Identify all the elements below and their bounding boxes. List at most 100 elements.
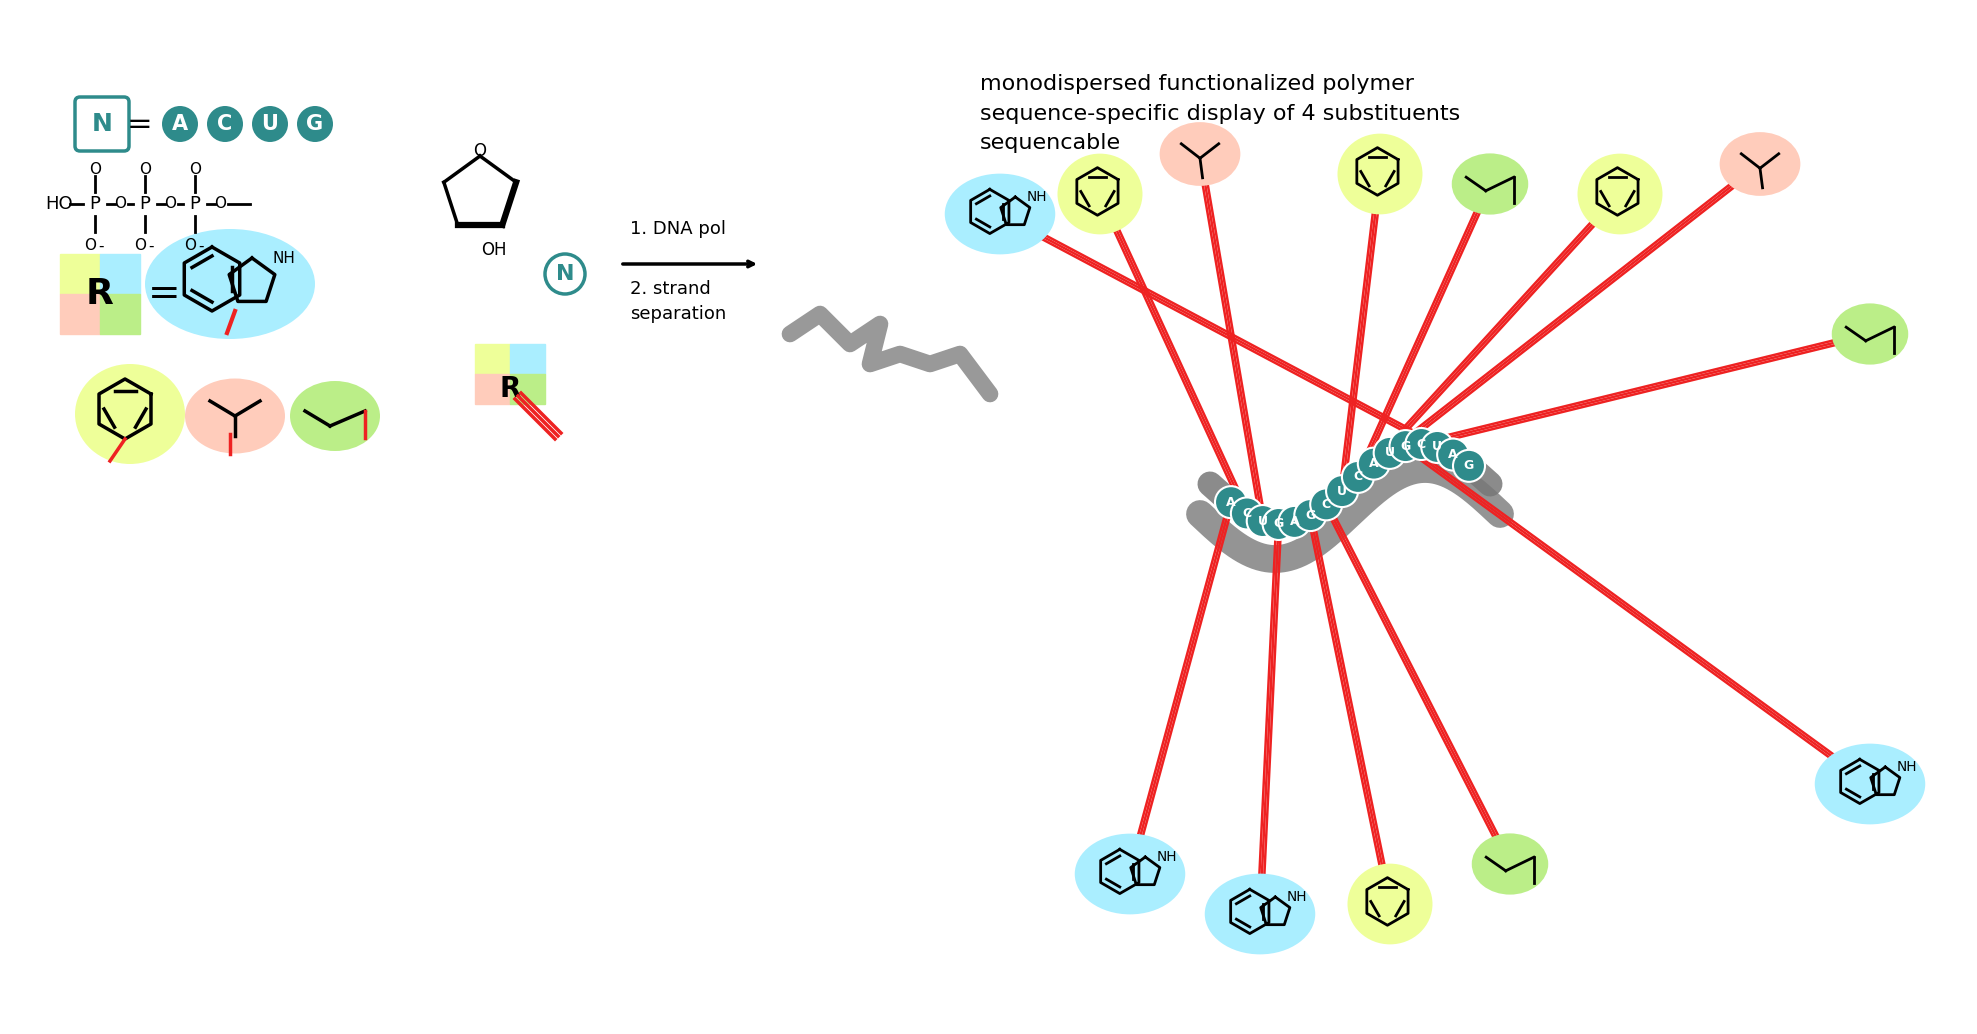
Text: C: C: [1418, 437, 1425, 451]
Circle shape: [1232, 497, 1263, 529]
Text: O: O: [89, 161, 101, 177]
Text: G: G: [1305, 509, 1315, 521]
Text: C: C: [217, 114, 233, 134]
Text: A: A: [1226, 495, 1236, 509]
Text: P: P: [89, 195, 101, 213]
Bar: [474, 344, 510, 374]
Text: C: C: [1354, 470, 1362, 484]
Text: U: U: [1384, 447, 1394, 459]
Text: O: O: [115, 196, 127, 212]
Text: A: A: [172, 114, 188, 134]
Ellipse shape: [1471, 833, 1548, 894]
Circle shape: [251, 107, 289, 142]
Text: separation: separation: [631, 305, 726, 323]
Text: U: U: [1431, 440, 1443, 454]
Ellipse shape: [1338, 133, 1423, 214]
Text: U: U: [1257, 515, 1267, 527]
Text: NH: NH: [1898, 760, 1918, 773]
Ellipse shape: [1578, 154, 1663, 235]
Text: R: R: [500, 375, 520, 403]
Ellipse shape: [1720, 132, 1801, 195]
Text: G: G: [1400, 439, 1412, 453]
Ellipse shape: [1815, 743, 1926, 824]
Circle shape: [1421, 431, 1453, 463]
Text: 1. DNA pol: 1. DNA pol: [631, 220, 726, 238]
Text: A: A: [1289, 515, 1299, 528]
Text: P: P: [140, 195, 150, 213]
Ellipse shape: [186, 378, 285, 454]
Ellipse shape: [1204, 874, 1315, 954]
Text: G: G: [1463, 459, 1475, 473]
Text: -: -: [198, 239, 204, 253]
Ellipse shape: [1348, 863, 1433, 944]
Text: OH: OH: [482, 241, 506, 258]
Text: O: O: [214, 196, 225, 212]
Circle shape: [1247, 505, 1279, 537]
Text: U: U: [1336, 485, 1346, 497]
Circle shape: [297, 107, 332, 142]
Text: N: N: [556, 264, 573, 284]
Circle shape: [1437, 438, 1469, 470]
Text: O: O: [134, 239, 146, 253]
Text: U: U: [261, 114, 279, 134]
Circle shape: [1263, 508, 1295, 540]
Text: C: C: [1323, 497, 1331, 511]
Text: NH: NH: [1287, 890, 1307, 904]
Text: O: O: [474, 142, 486, 160]
FancyBboxPatch shape: [75, 97, 129, 151]
Bar: [474, 374, 510, 404]
Bar: [101, 294, 140, 334]
Text: O: O: [184, 239, 196, 253]
Text: HO: HO: [45, 195, 73, 213]
Circle shape: [546, 254, 585, 294]
Text: -: -: [148, 239, 154, 253]
Text: O: O: [83, 239, 97, 253]
Ellipse shape: [75, 364, 186, 464]
Text: O: O: [190, 161, 202, 177]
Text: monodispersed functionalized polymer
sequence-specific display of 4 substituents: monodispersed functionalized polymer seq…: [981, 74, 1461, 153]
Circle shape: [162, 107, 198, 142]
Text: G: G: [306, 114, 324, 134]
Circle shape: [208, 107, 243, 142]
Circle shape: [1295, 499, 1327, 531]
Circle shape: [1216, 486, 1247, 518]
Bar: [59, 254, 101, 294]
Text: N: N: [91, 112, 113, 136]
Text: =: =: [148, 275, 180, 313]
Bar: [59, 294, 101, 334]
Ellipse shape: [1075, 833, 1186, 914]
Text: A: A: [1449, 448, 1457, 461]
Bar: [101, 254, 140, 294]
Circle shape: [1374, 437, 1406, 468]
Text: A: A: [1368, 457, 1378, 470]
Text: G: G: [1273, 517, 1283, 530]
Text: 2. strand: 2. strand: [631, 280, 712, 298]
Ellipse shape: [945, 174, 1056, 254]
Ellipse shape: [1058, 154, 1143, 235]
Circle shape: [1390, 430, 1421, 462]
Text: NH: NH: [1026, 190, 1048, 204]
Circle shape: [1327, 475, 1358, 507]
Bar: [510, 374, 546, 404]
Circle shape: [1279, 506, 1311, 538]
Text: -: -: [99, 239, 103, 253]
Bar: [510, 344, 546, 374]
Text: C: C: [1242, 507, 1251, 520]
Text: NH: NH: [273, 251, 295, 266]
Text: NH: NH: [1157, 850, 1178, 863]
Ellipse shape: [144, 229, 314, 339]
Ellipse shape: [1160, 122, 1240, 186]
Text: O: O: [138, 161, 150, 177]
Text: =: =: [127, 110, 152, 139]
Ellipse shape: [1451, 153, 1528, 215]
Circle shape: [1311, 488, 1342, 520]
Text: O: O: [164, 196, 176, 212]
Circle shape: [1406, 428, 1437, 460]
Circle shape: [1358, 448, 1390, 480]
Ellipse shape: [291, 381, 380, 451]
Circle shape: [1453, 450, 1485, 482]
Circle shape: [1342, 461, 1374, 493]
Text: R: R: [87, 277, 115, 311]
Ellipse shape: [1833, 303, 1908, 365]
Text: P: P: [190, 195, 200, 213]
